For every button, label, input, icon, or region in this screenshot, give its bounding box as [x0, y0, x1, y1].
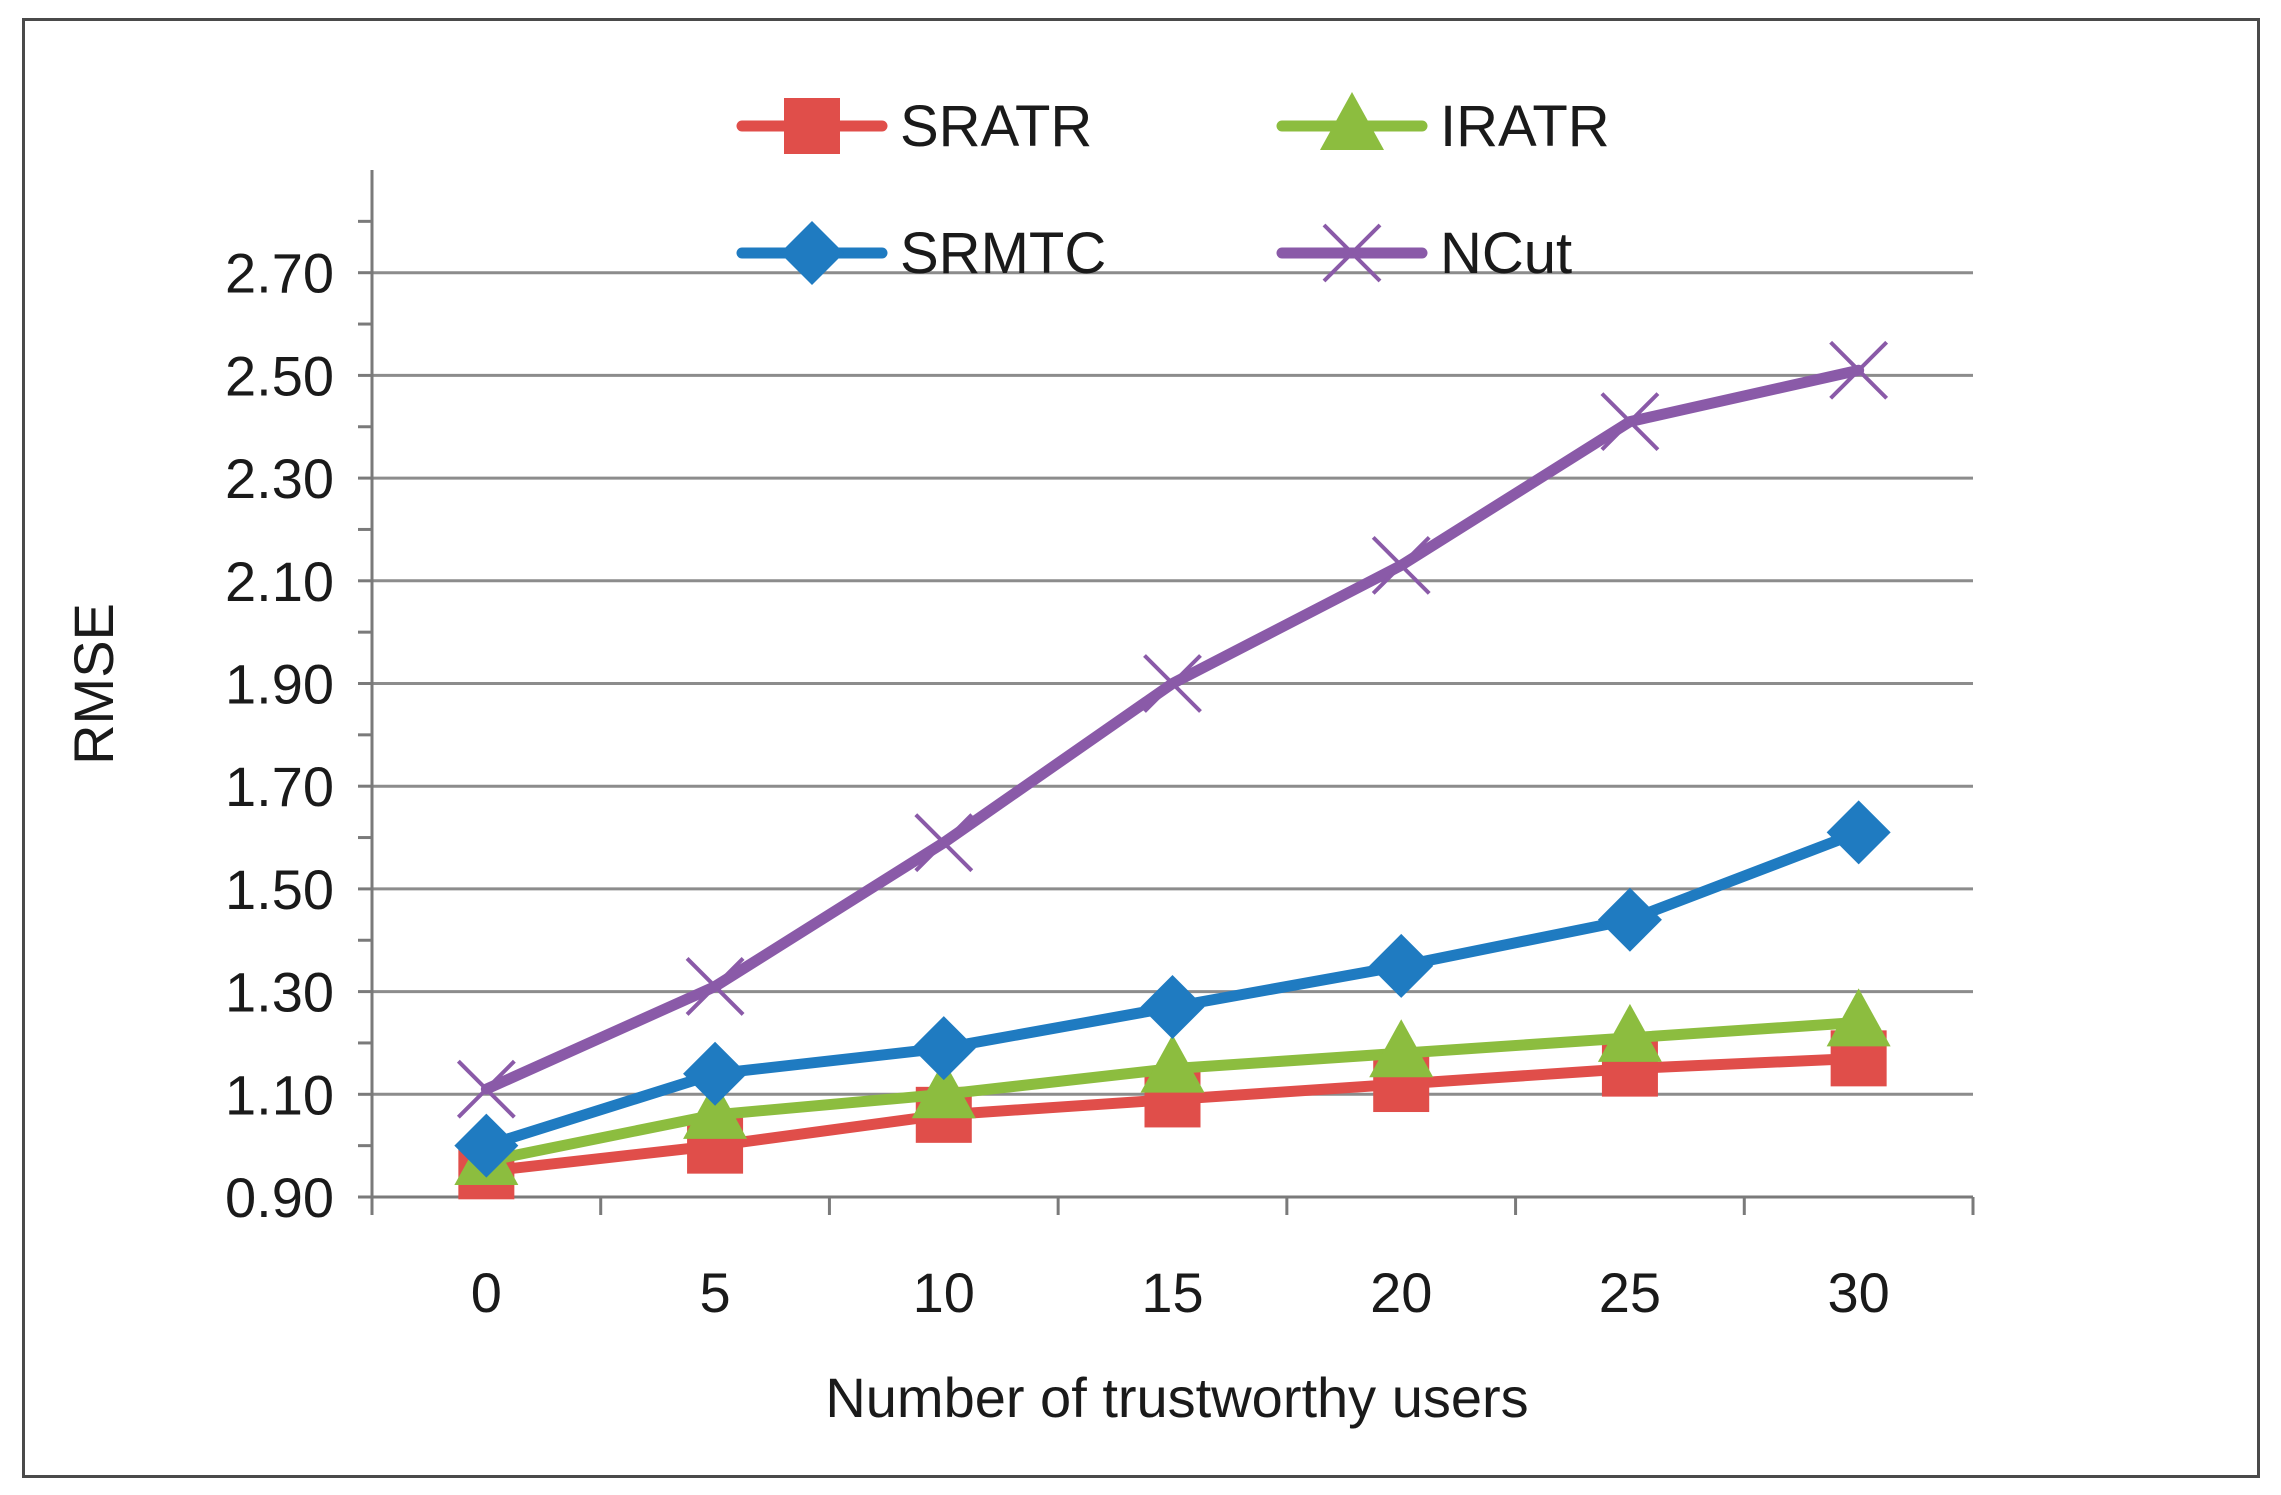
- data-point-iratr-10: [911, 1060, 976, 1119]
- legend-marker-sratr: [784, 98, 840, 154]
- data-point-ncut-30-stroke-b: [1829, 340, 1889, 400]
- x-tick-label-15: 15: [1141, 1261, 1203, 1324]
- legend-item-iratr: IRATR: [1276, 92, 1610, 159]
- data-point-srmtc-10: [911, 1016, 976, 1081]
- legend: SRATR IRATR SRMTC NCut: [736, 92, 1610, 286]
- y-tick-label: 2.30: [225, 447, 334, 510]
- y-tick-label: 1.30: [225, 961, 334, 1024]
- legend-label-iratr: IRATR: [1440, 94, 1610, 159]
- chart-frame: [22, 18, 2260, 1478]
- legend-label-ncut: NCut: [1440, 221, 1572, 286]
- legend-marker-iratr: [1320, 92, 1384, 150]
- y-tick-label: 1.70: [225, 755, 334, 818]
- data-point-srmtc-15: [1140, 975, 1205, 1040]
- series-lines: [454, 340, 1891, 1200]
- data-point-ncut-15-stroke-b: [1143, 654, 1202, 713]
- data-point-srmtc-20: [1369, 933, 1434, 998]
- legend-marker-ncut-stroke-b: [1322, 223, 1382, 283]
- data-point-ncut-5: [685, 957, 745, 1016]
- y-tick-label: 1.90: [225, 653, 334, 716]
- x-axis-title: Number of trustworthy users: [825, 1366, 1528, 1429]
- y-tick-label: 2.50: [225, 344, 334, 407]
- data-point-iratr-25: [1597, 1003, 1662, 1062]
- data-point-ncut-20: [1371, 535, 1431, 595]
- x-tick-label-25: 25: [1599, 1261, 1661, 1324]
- data-point-ncut-20-stroke-b: [1371, 535, 1431, 595]
- y-tick-label: 2.70: [225, 242, 334, 305]
- y-tick-label: 2.10: [225, 550, 334, 613]
- x-tick-label-0: 0: [471, 1261, 502, 1324]
- data-point-ncut-0-stroke-b: [456, 1059, 516, 1119]
- data-point-iratr-30: [1826, 988, 1891, 1047]
- legend-item-srmtc: SRMTC: [736, 221, 1106, 286]
- y-axis-title: RMSE: [62, 603, 125, 765]
- x-tick-labels: 0 5 10 15 20 25 30: [471, 1261, 1890, 1324]
- data-point-srmtc-0: [454, 1113, 519, 1178]
- legend-label-sratr: SRATR: [900, 94, 1092, 159]
- legend-marker-srmtc: [780, 221, 844, 285]
- data-point-iratr-5: [683, 1080, 748, 1139]
- x-tick-label-20: 20: [1370, 1261, 1432, 1324]
- x-tick-label-10: 10: [913, 1261, 975, 1324]
- data-point-ncut-10: [914, 813, 974, 873]
- data-point-ncut-25-stroke-b: [1600, 392, 1660, 452]
- x-tick-label-5: 5: [699, 1261, 730, 1324]
- data-point-ncut-5-stroke-b: [685, 957, 745, 1016]
- legend-label-srmtc: SRMTC: [900, 221, 1106, 286]
- y-tick-label: 0.90: [225, 1166, 334, 1229]
- data-point-srmtc-5: [683, 1041, 748, 1106]
- x-tick-label-30: 30: [1827, 1261, 1889, 1324]
- data-point-ncut-0: [456, 1059, 516, 1119]
- data-point-srmtc-30: [1826, 800, 1891, 865]
- legend-item-sratr: SRATR: [736, 94, 1092, 159]
- y-tick-label: 1.10: [225, 1063, 334, 1126]
- data-point-ncut-10-stroke-b: [914, 813, 974, 873]
- data-point-ncut-30: [1829, 340, 1889, 400]
- y-tick-label: 1.50: [225, 858, 334, 921]
- legend-item-ncut: NCut: [1276, 221, 1572, 286]
- legend-marker-ncut: [1322, 223, 1382, 283]
- data-point-srmtc-25: [1597, 887, 1662, 952]
- data-point-ncut-25: [1600, 392, 1660, 452]
- axes: [358, 170, 1975, 1215]
- data-point-iratr-15: [1140, 1034, 1205, 1093]
- data-point-ncut-15: [1143, 654, 1202, 713]
- data-point-iratr-20: [1369, 1019, 1434, 1078]
- y-tick-labels: 0.90 1.10 1.30 1.50 1.70 1.90 2.10 2.30 2.50 2.70: [225, 242, 334, 1229]
